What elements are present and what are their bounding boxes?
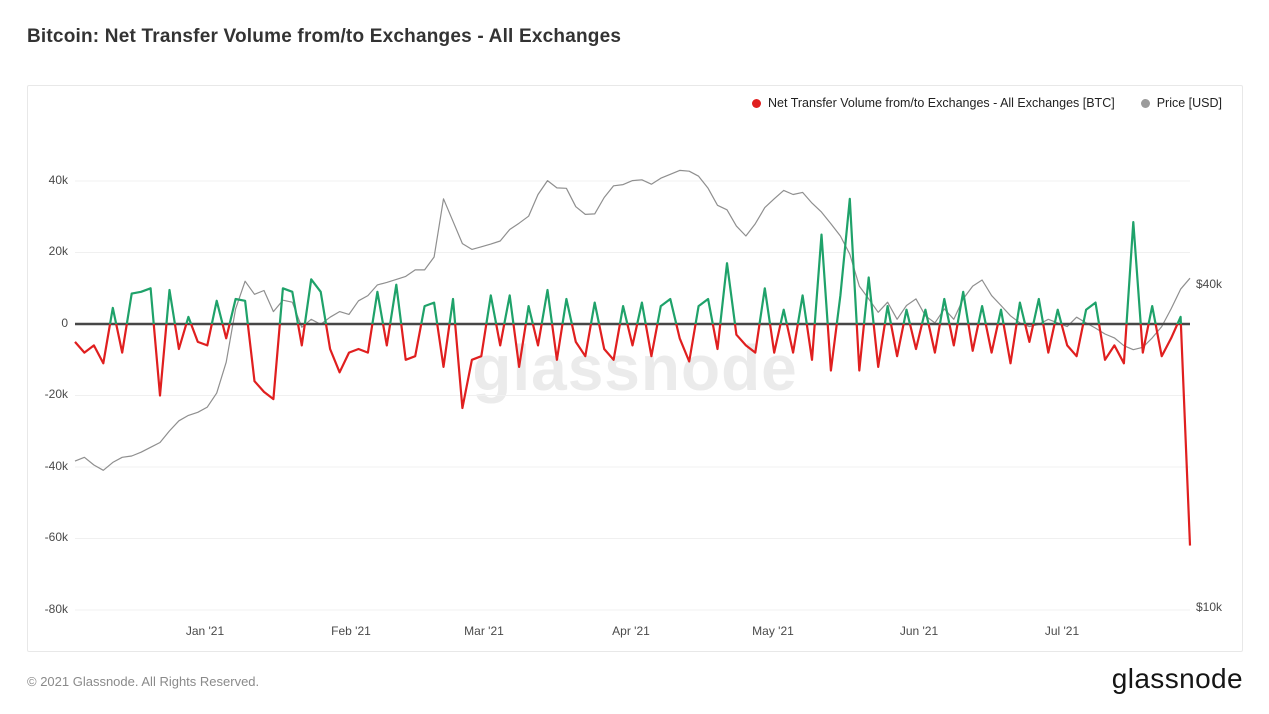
price-axis-tick-10k: $10k [1196, 600, 1223, 614]
y-axis-tick-neg60k: -60k [44, 530, 68, 544]
y-axis-tick-neg20k: -20k [44, 387, 68, 401]
chart-card [27, 85, 1243, 652]
x-axis-tick-jun: Jun '21 [899, 624, 939, 638]
legend-label-net-transfer-volume: Net Transfer Volume from/to Exchanges - … [768, 96, 1115, 110]
glassnode-logo[interactable]: glassnode [1111, 663, 1243, 694]
legend-swatch-grey-icon [1140, 98, 1150, 108]
legend-swatch-red-icon [752, 98, 762, 108]
price-axis-tick-40k: $40k [1196, 277, 1223, 291]
x-axis-tick-mar: Mar '21 [464, 624, 504, 638]
y-axis-tick-40k: 40k [48, 173, 68, 187]
x-axis-tick-may: May '21 [752, 624, 794, 638]
legend-label-price: Price [USD] [1156, 96, 1222, 110]
chart-title: Bitcoin: Net Transfer Volume from/to Exc… [27, 26, 622, 47]
footer-copyright: © 2021 Glassnode. All Rights Reserved. [27, 674, 260, 689]
chart-legend: Net Transfer Volume from/to Exchanges - … [752, 96, 1222, 110]
y-axis-tick-neg40k: -40k [44, 459, 68, 473]
watermark: glassnode [472, 332, 798, 404]
x-axis-tick-jul: Jul '21 [1044, 624, 1080, 638]
x-axis-tick-feb: Feb '21 [331, 624, 371, 638]
legend-item-net-transfer-volume[interactable]: Net Transfer Volume from/to Exchanges - … [752, 96, 1115, 110]
y-axis-tick-0: 0 [61, 316, 68, 330]
legend-item-price[interactable]: Price [USD] [1140, 96, 1222, 110]
x-axis-tick-jan: Jan '21 [185, 624, 225, 638]
y-axis-tick-20k: 20k [48, 244, 68, 258]
y-axis-tick-neg80k: -80k [44, 602, 68, 616]
x-axis-tick-apr: Apr '21 [612, 624, 650, 638]
